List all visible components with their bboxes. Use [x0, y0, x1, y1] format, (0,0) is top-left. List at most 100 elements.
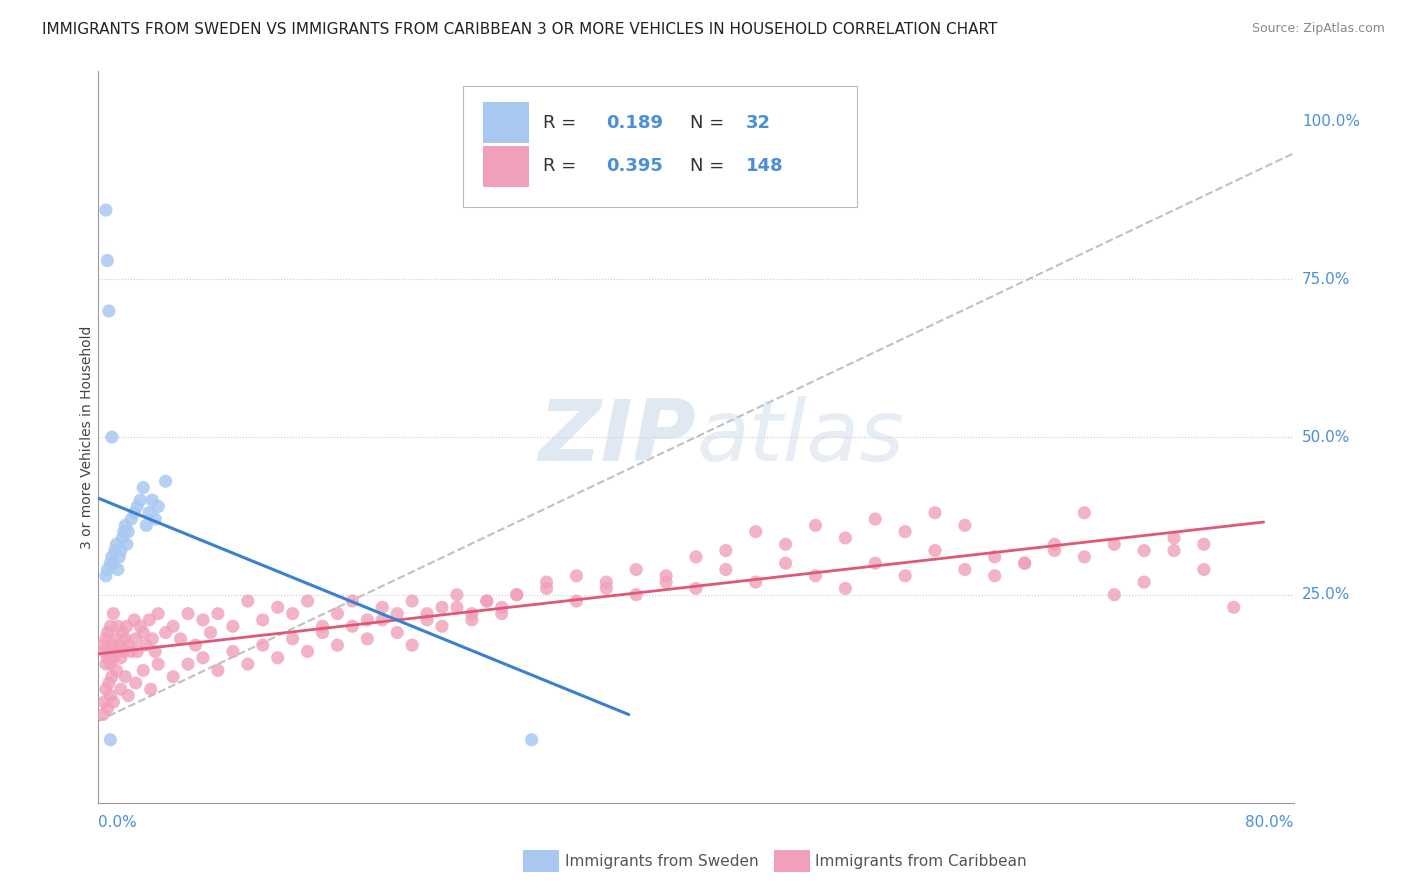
Point	[446, 588, 468, 602]
Point	[97, 304, 120, 318]
Point	[804, 569, 827, 583]
Point	[101, 670, 124, 684]
Point	[416, 613, 439, 627]
Point	[714, 543, 737, 558]
Point	[565, 569, 588, 583]
Point	[105, 537, 128, 551]
Point	[714, 562, 737, 576]
Point	[104, 632, 127, 646]
Point	[655, 569, 678, 583]
Point	[385, 625, 409, 640]
Point	[117, 638, 139, 652]
Point	[110, 650, 132, 665]
Point	[834, 531, 856, 545]
Point	[114, 518, 136, 533]
Point	[124, 506, 146, 520]
Point	[143, 512, 166, 526]
Point	[155, 474, 177, 488]
Point	[169, 632, 191, 646]
Point	[120, 512, 142, 526]
Point	[108, 549, 131, 564]
Point	[124, 613, 146, 627]
Point	[112, 524, 135, 539]
Point	[98, 556, 122, 570]
Point	[98, 619, 122, 633]
Point	[924, 506, 946, 520]
Text: 0.189: 0.189	[606, 113, 664, 131]
Point	[297, 594, 319, 608]
Point	[96, 701, 118, 715]
Point	[139, 682, 162, 697]
Point	[97, 644, 120, 658]
Point	[446, 600, 468, 615]
Point	[834, 582, 856, 596]
Point	[416, 607, 439, 621]
Point	[110, 682, 132, 697]
Point	[371, 613, 394, 627]
Point	[1104, 588, 1126, 602]
Point	[125, 632, 148, 646]
Text: R =: R =	[543, 113, 582, 131]
Text: R =: R =	[543, 158, 582, 176]
Point	[356, 613, 378, 627]
Point	[401, 638, 423, 652]
Point	[141, 493, 163, 508]
Text: Source: ZipAtlas.com: Source: ZipAtlas.com	[1251, 22, 1385, 36]
Point	[326, 638, 349, 652]
Point	[93, 644, 115, 658]
Point	[107, 619, 129, 633]
Point	[115, 537, 138, 551]
Point	[127, 644, 149, 658]
Point	[311, 625, 333, 640]
Point	[101, 430, 124, 444]
Point	[143, 644, 166, 658]
Point	[112, 644, 135, 658]
Point	[93, 695, 115, 709]
Text: 75.0%: 75.0%	[1302, 272, 1350, 287]
Point	[311, 619, 333, 633]
Point	[475, 594, 498, 608]
Point	[1014, 556, 1036, 570]
Point	[200, 625, 222, 640]
Point	[1163, 543, 1185, 558]
Point	[222, 644, 245, 658]
Point	[1223, 600, 1246, 615]
Point	[155, 625, 177, 640]
Point	[506, 588, 529, 602]
Text: N =: N =	[690, 158, 730, 176]
Text: Immigrants from Caribbean: Immigrants from Caribbean	[815, 854, 1028, 869]
Point	[924, 543, 946, 558]
Point	[111, 625, 134, 640]
Point	[953, 562, 976, 576]
Point	[1014, 556, 1036, 570]
Point	[775, 537, 797, 551]
Point	[105, 664, 128, 678]
Point	[105, 644, 128, 658]
Point	[162, 670, 184, 684]
FancyBboxPatch shape	[463, 86, 858, 207]
Point	[595, 582, 617, 596]
Point	[103, 695, 125, 709]
Point	[475, 594, 498, 608]
Point	[385, 607, 409, 621]
Point	[115, 619, 138, 633]
Point	[865, 556, 887, 570]
Point	[108, 638, 131, 652]
Point	[326, 607, 349, 621]
Point	[491, 607, 513, 621]
Point	[191, 650, 214, 665]
Point	[110, 543, 132, 558]
Point	[1133, 575, 1156, 590]
Point	[267, 600, 290, 615]
Point	[148, 607, 170, 621]
Point	[894, 524, 917, 539]
Point	[96, 650, 118, 665]
Point	[685, 582, 707, 596]
Point	[565, 594, 588, 608]
Point	[236, 594, 259, 608]
Point	[745, 575, 768, 590]
Point	[117, 524, 139, 539]
Point	[984, 549, 1007, 564]
Text: 148: 148	[747, 158, 783, 176]
Point	[132, 625, 155, 640]
